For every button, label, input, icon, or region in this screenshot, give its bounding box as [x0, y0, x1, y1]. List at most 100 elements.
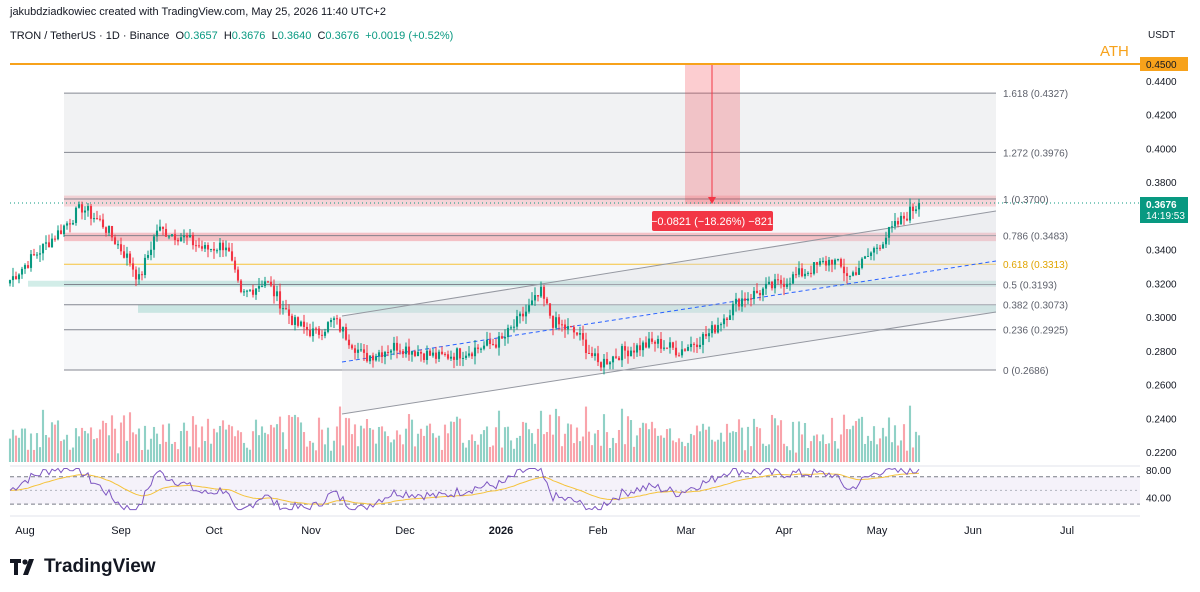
candle-body: [140, 274, 144, 276]
candle-body: [710, 325, 714, 334]
close-label: C: [317, 30, 326, 42]
volume-bar: [323, 444, 327, 462]
volume-bar: [719, 432, 723, 462]
volume-bar: [479, 434, 483, 462]
volume-bar: [56, 420, 60, 462]
support-zone-upper: [28, 280, 996, 287]
volume-bar: [119, 422, 123, 462]
candle-body: [359, 349, 363, 351]
volume-bar: [317, 417, 321, 462]
candle-body: [401, 351, 405, 355]
candle-body: [224, 247, 228, 251]
volume-bar: [896, 445, 900, 462]
candle-body: [56, 230, 60, 240]
volume-bar: [827, 443, 831, 462]
candle-body: [761, 288, 765, 296]
candle-body: [908, 206, 912, 221]
candle-body: [254, 288, 258, 295]
volume-bar: [824, 444, 828, 462]
volume-bar: [257, 435, 261, 462]
candle-body: [656, 338, 660, 344]
candle-body: [653, 341, 657, 344]
candle-body: [155, 230, 159, 237]
volume-bar: [44, 434, 48, 462]
volume-bar: [749, 446, 753, 462]
volume-bar: [812, 435, 816, 462]
tradingview-logo[interactable]: TradingView: [10, 556, 156, 578]
candle-body: [314, 328, 318, 330]
candle-body: [278, 291, 282, 309]
candle-body: [191, 234, 195, 246]
candle-body: [896, 221, 900, 225]
candle-body: [740, 298, 744, 307]
candle-body: [263, 281, 267, 286]
volume-bar: [839, 434, 843, 462]
volume-bar: [518, 435, 522, 462]
candle-body: [689, 343, 693, 348]
volume-bar: [887, 417, 891, 462]
volume-bar: [800, 434, 804, 462]
candle-body: [722, 318, 726, 325]
candle-body: [17, 274, 21, 280]
volume-bar: [809, 441, 813, 462]
volume-bar: [785, 446, 789, 462]
volume-bar: [617, 429, 621, 462]
volume-bar: [506, 426, 510, 462]
volume-bar: [308, 440, 312, 462]
candle-body: [584, 339, 588, 353]
time-tick: May: [867, 525, 888, 537]
candle-body: [590, 353, 594, 357]
candle-body: [848, 275, 852, 277]
volume-bar: [20, 428, 24, 462]
volume-bar: [92, 439, 96, 462]
volume-bar: [674, 442, 678, 462]
candle-body: [125, 253, 129, 258]
candle-body: [212, 248, 216, 251]
volume-bar: [905, 450, 909, 462]
symbol-legend[interactable]: TRON / TetherUS · 1D · Binance O0.3657 H…: [10, 30, 453, 42]
candle-body: [548, 303, 552, 316]
volume-bar: [761, 443, 765, 462]
currency-label[interactable]: USDT: [1148, 30, 1176, 41]
volume-bar: [818, 441, 822, 462]
candle-body: [851, 272, 855, 276]
volume-bar: [206, 418, 210, 462]
volume-bar: [482, 430, 486, 462]
candle-body: [617, 357, 621, 361]
tradingview-logo-icon: [10, 559, 34, 575]
candle-body: [344, 327, 348, 340]
last-price-badge: [1140, 197, 1188, 223]
volume-bar: [680, 441, 684, 462]
volume-bar: [107, 435, 111, 462]
candle-body: [329, 319, 333, 323]
candle-body: [86, 206, 90, 211]
candle-body: [338, 319, 342, 332]
volume-bar: [239, 432, 243, 462]
candle-body: [203, 244, 207, 249]
volume-bar: [464, 447, 468, 462]
volume-bar: [656, 435, 660, 462]
candle-body: [299, 321, 303, 326]
volume-bar: [62, 439, 66, 462]
candle-body: [620, 346, 624, 361]
last-price-text: 0.3676: [1146, 200, 1177, 211]
candle-body: [767, 281, 771, 284]
volume-bar: [188, 446, 192, 462]
volume-bar: [221, 420, 225, 462]
candle-body: [47, 242, 51, 248]
candle-body: [362, 349, 366, 353]
volume-bar: [605, 432, 609, 462]
candle-body: [449, 356, 453, 359]
candle-body: [791, 274, 795, 284]
candle-body: [917, 203, 921, 210]
candle-body: [368, 355, 372, 362]
candle-body: [869, 252, 873, 256]
price-tick: 0.4000: [1146, 144, 1177, 155]
volume-bar: [782, 443, 786, 462]
volume-bar: [662, 437, 666, 462]
symbol-title[interactable]: TRON / TetherUS · 1D · Binance: [10, 30, 170, 42]
candle-body: [512, 326, 516, 328]
volume-bar: [578, 441, 582, 462]
volume-bar: [74, 428, 78, 462]
